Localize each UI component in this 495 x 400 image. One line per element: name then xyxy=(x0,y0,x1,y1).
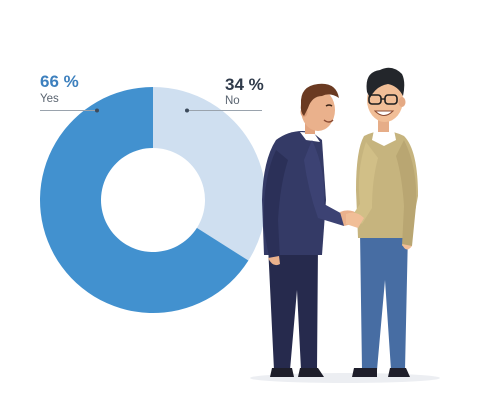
slice-label-yes-percent: 66 % xyxy=(40,72,79,91)
right-man-smile xyxy=(373,110,395,116)
right-man-jeans xyxy=(360,232,408,370)
right-man-ear xyxy=(398,97,406,107)
right-man-shoe-right xyxy=(388,368,410,377)
handshake-illustration xyxy=(250,67,440,383)
businessman-left xyxy=(262,83,360,377)
leader-dot-no xyxy=(185,108,189,113)
label-leader-lines xyxy=(40,108,262,113)
left-man-shoe-back xyxy=(270,368,294,377)
right-man-neck xyxy=(378,116,389,132)
left-man-eye xyxy=(325,104,333,107)
donut-slice-yes xyxy=(39,87,249,313)
right-man-hand-left xyxy=(346,212,364,228)
left-man-hand-low xyxy=(268,256,280,266)
leader-dot-yes xyxy=(95,108,99,113)
left-man-trousers xyxy=(268,245,318,370)
right-man-hand-right xyxy=(402,244,412,250)
right-man-arm-right xyxy=(396,140,417,246)
right-man-collar xyxy=(372,130,396,146)
donut-slices xyxy=(39,87,266,313)
left-man-arm-back xyxy=(263,150,288,262)
left-man-shoe-front xyxy=(298,368,324,377)
left-man-arm-front xyxy=(304,140,346,226)
slice-label-no-percent: 34 % xyxy=(225,75,264,94)
glasses-icon xyxy=(368,94,398,105)
right-man-arm-left xyxy=(352,142,378,224)
left-man-smile xyxy=(323,119,334,123)
slice-label-yes-category: Yes xyxy=(40,93,59,105)
slice-label-no-category: No xyxy=(225,95,240,107)
donut-slice-no xyxy=(153,87,266,261)
businessman-right xyxy=(346,67,418,377)
right-man-shoe-left xyxy=(352,368,377,377)
left-man-collar xyxy=(300,132,320,142)
left-man-hair xyxy=(300,83,339,116)
right-man-hair xyxy=(366,67,405,98)
